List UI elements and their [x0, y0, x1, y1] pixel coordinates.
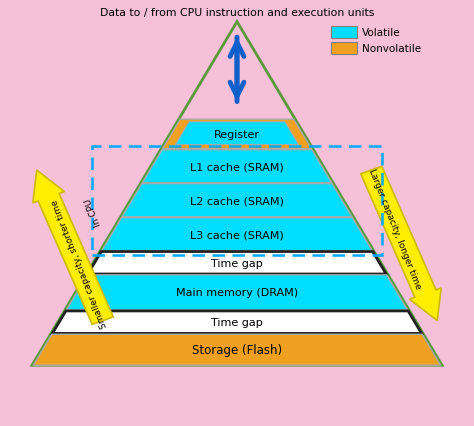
Polygon shape	[175, 122, 299, 145]
Polygon shape	[102, 218, 372, 251]
Polygon shape	[66, 275, 408, 311]
Text: In CPU: In CPU	[84, 197, 103, 227]
Polygon shape	[33, 171, 113, 325]
Text: Larger capacity, longer time: Larger capacity, longer time	[367, 167, 423, 290]
FancyBboxPatch shape	[331, 43, 357, 55]
Text: Smaller capacity, shorter time: Smaller capacity, shorter time	[50, 197, 109, 328]
Text: L2 cache (SRAM): L2 cache (SRAM)	[190, 196, 284, 206]
FancyBboxPatch shape	[331, 27, 357, 39]
Text: Nonvolatile: Nonvolatile	[362, 44, 421, 54]
Polygon shape	[34, 334, 440, 366]
Text: Main memory (DRAM): Main memory (DRAM)	[176, 288, 298, 298]
Polygon shape	[142, 150, 332, 183]
Polygon shape	[88, 252, 386, 274]
Polygon shape	[32, 23, 442, 366]
Text: L3 cache (SRAM): L3 cache (SRAM)	[190, 230, 284, 239]
Text: L1 cache (SRAM): L1 cache (SRAM)	[190, 162, 284, 172]
Polygon shape	[163, 120, 311, 150]
Text: Volatile: Volatile	[362, 28, 401, 37]
Text: Storage (Flash): Storage (Flash)	[192, 343, 282, 357]
Text: Register: Register	[214, 130, 260, 140]
Text: Data to / from CPU instruction and execution units: Data to / from CPU instruction and execu…	[100, 8, 374, 18]
Text: Time gap: Time gap	[211, 258, 263, 268]
Polygon shape	[122, 184, 352, 217]
Polygon shape	[361, 167, 441, 321]
Polygon shape	[53, 311, 421, 334]
Text: Time gap: Time gap	[211, 317, 263, 328]
